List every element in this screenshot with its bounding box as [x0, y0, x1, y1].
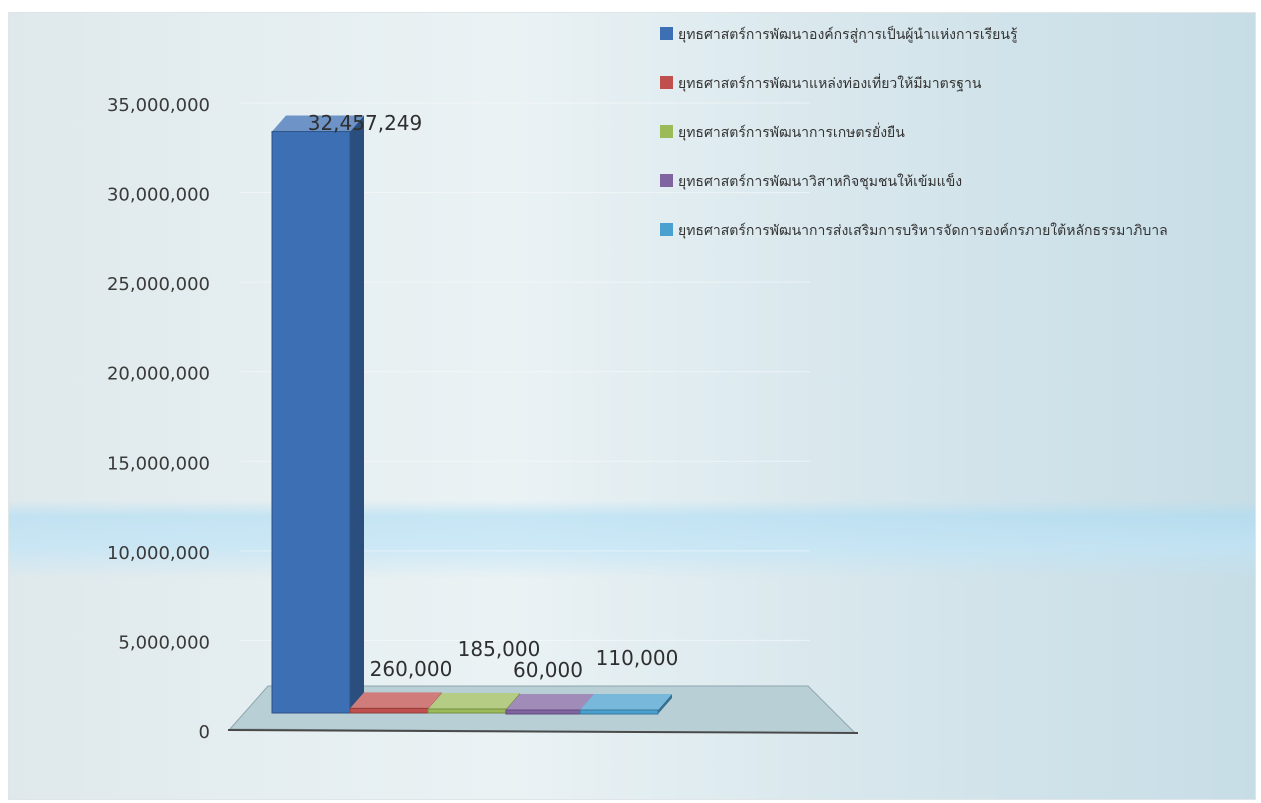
bar-side: [658, 694, 672, 714]
legend-swatch: [660, 174, 673, 187]
bar-1: [271, 115, 364, 714]
y-tick-label: 25,000,000: [107, 274, 210, 295]
y-tick-label: 20,000,000: [107, 364, 210, 385]
y-tick-label: 10,000,000: [107, 543, 210, 564]
legend-item-5: ยุทธศาสตร์การพัฒนาการส่งเสริมการบริหารจั…: [660, 222, 1168, 239]
bar-front: [579, 709, 659, 715]
bar-front: [271, 131, 351, 714]
bar-top: [350, 692, 442, 709]
y-tick-label: 5,000,000: [118, 632, 210, 653]
y-tick-label: 30,000,000: [107, 185, 210, 206]
chart-area: [8, 12, 1256, 800]
data-label: 260,000: [370, 657, 453, 681]
legend-swatch: [660, 223, 673, 236]
legend-label: ยุทธศาสตร์การพัฒนาการเกษตรยั่งยืน: [678, 123, 905, 141]
bar-front: [505, 709, 581, 715]
x-axis-line: [227, 729, 859, 734]
legend-label: ยุทธศาสตร์การพัฒนาองค์กรสู่การเป็นผู้นำแ…: [678, 25, 1018, 43]
bar-top: [506, 694, 594, 710]
legend-item-4: ยุทธศาสตร์การพัฒนาวิสาหกิจชุมชนให้เข้มแข…: [660, 172, 962, 190]
legend-swatch: [660, 27, 673, 40]
legend-item-3: ยุทธศาสตร์การพัฒนาการเกษตรยั่งยืน: [660, 123, 905, 141]
data-label: 32,457,249: [308, 111, 423, 135]
bar-top: [428, 693, 520, 709]
y-tick-label: 35,000,000: [107, 95, 210, 116]
legend-swatch: [660, 125, 673, 138]
bar-top: [272, 115, 364, 132]
data-label: 110,000: [596, 646, 679, 670]
bar-front: [349, 707, 429, 714]
legend-label: ยุทธศาสตร์การพัฒนาการส่งเสริมการบริหารจั…: [678, 222, 1168, 239]
data-label: 60,000: [513, 658, 583, 682]
bar-top: [580, 694, 672, 710]
legend-item-1: ยุทธศาสตร์การพัฒนาองค์กรสู่การเป็นผู้นำแ…: [660, 25, 1018, 43]
y-tick-label: 0: [199, 722, 210, 743]
legend-swatch: [660, 76, 673, 89]
legend-item-2: ยุทธศาสตร์การพัฒนาแหล่งท่องเที่ยวให้มีมา…: [660, 74, 982, 92]
bar-side: [350, 115, 364, 713]
bar-5: [579, 694, 672, 715]
data-label: 185,000: [458, 637, 541, 661]
legend-label: ยุทธศาสตร์การพัฒนาวิสาหกิจชุมชนให้เข้มแข…: [678, 172, 962, 190]
bar-front: [427, 708, 507, 714]
y-tick-label: 15,000,000: [107, 453, 210, 474]
legend-label: ยุทธศาสตร์การพัฒนาแหล่งท่องเที่ยวให้มีมา…: [678, 74, 982, 92]
